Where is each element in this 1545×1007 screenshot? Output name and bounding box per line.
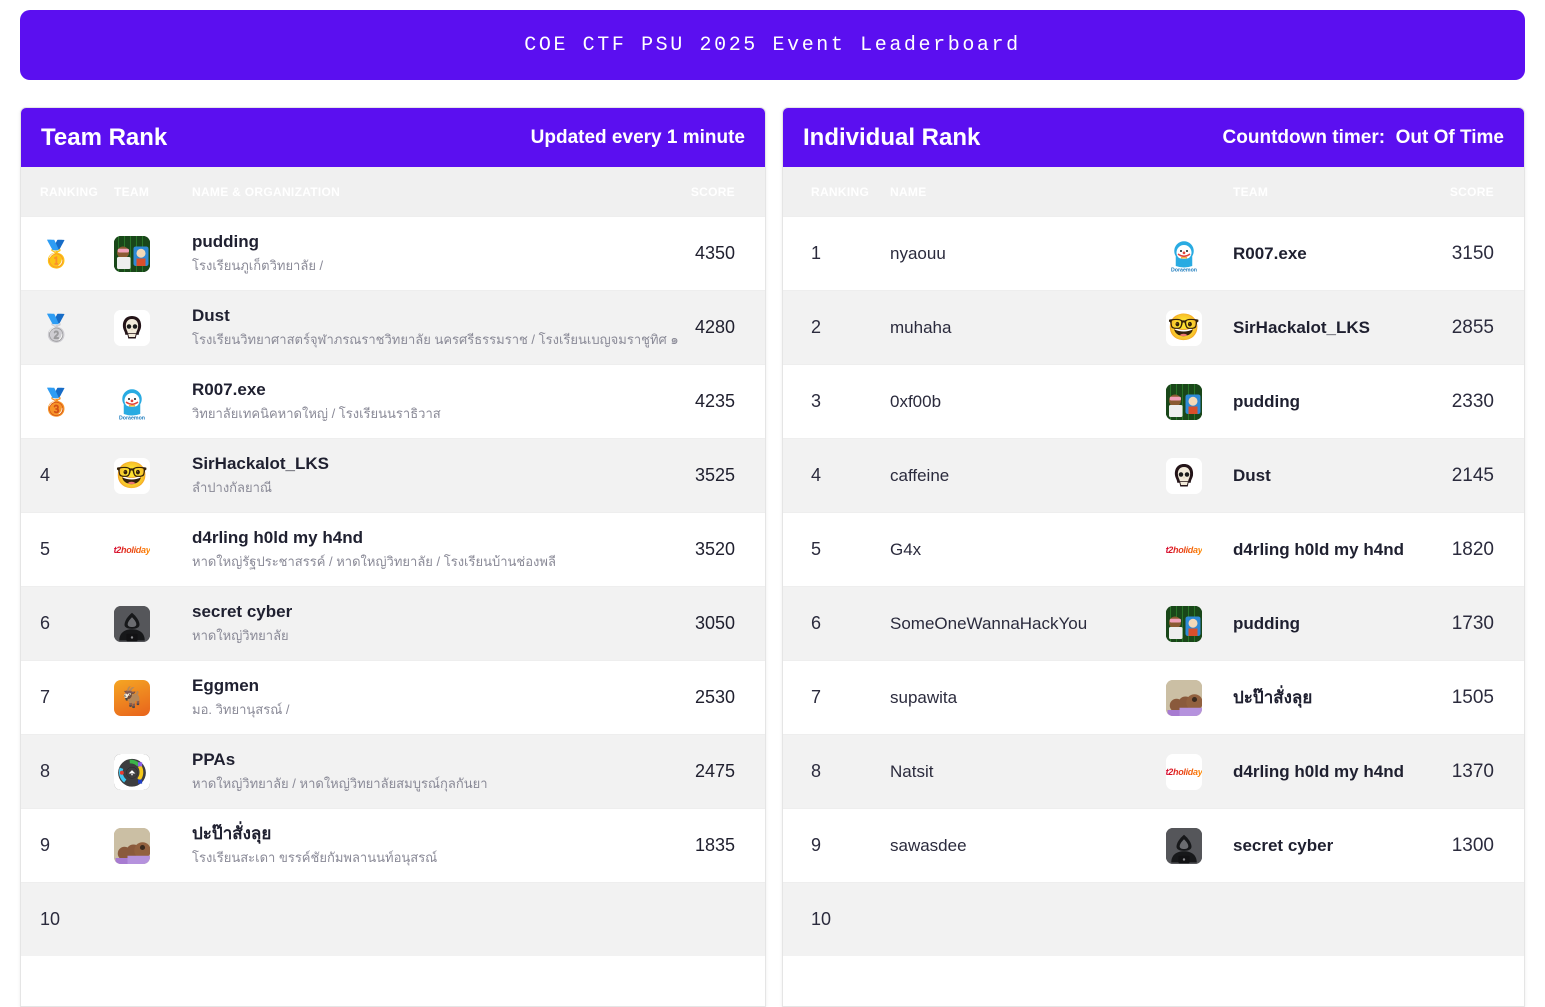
svg-text:Doraemon: Doraemon <box>1171 267 1197 272</box>
svg-text:Doraemon: Doraemon <box>119 415 145 420</box>
